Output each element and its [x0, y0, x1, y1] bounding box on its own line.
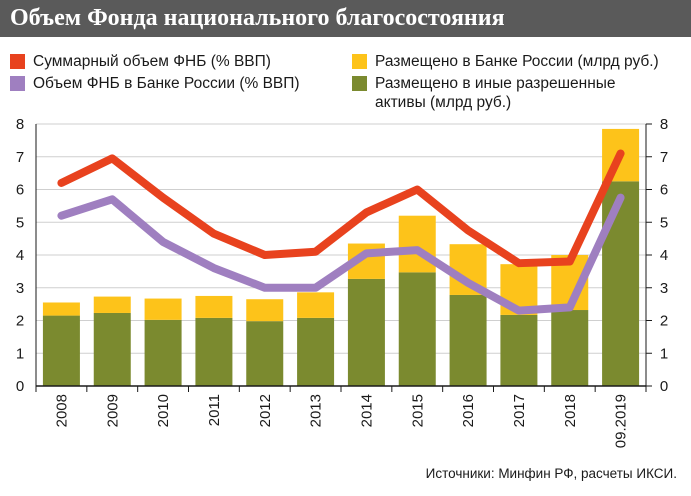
y-tick-label-left: 4: [16, 247, 24, 264]
x-tick-label: 2010: [155, 394, 172, 427]
y-tick-label-right: 7: [660, 149, 668, 166]
legend-label-placed-other-assets: Размещено в иные разрешенные активы (млр…: [375, 75, 616, 111]
x-tick-label: 2011: [206, 394, 223, 426]
y-tick-label-left: 8: [16, 116, 24, 133]
bar-bank-of-russia: [144, 298, 182, 320]
legend-item-total-fnb: Суммарный объем ФНБ (% ВВП): [10, 52, 271, 71]
bar-bank-of-russia: [398, 215, 436, 273]
x-tick-label: 2012: [257, 394, 274, 427]
bar-other-assets: [144, 319, 182, 386]
y-tick-label-right: 8: [660, 116, 668, 133]
y-tick-label-right: 5: [660, 214, 668, 231]
bar-other-assets: [42, 315, 80, 386]
bar-other-assets: [347, 278, 385, 386]
chart-gridlines: [36, 123, 646, 354]
bar-other-assets: [602, 181, 640, 386]
x-tick-label: 09.2019: [613, 394, 630, 448]
bar-other-assets: [93, 312, 131, 386]
bar-other-assets: [551, 310, 589, 386]
y-tick-label-left: 0: [16, 378, 24, 395]
y-tick-label-left: 2: [16, 313, 24, 330]
x-tick-label: 2017: [511, 394, 528, 427]
bar-bank-of-russia: [93, 296, 131, 313]
bar-other-assets: [195, 317, 233, 386]
x-tick-label: 2013: [308, 394, 325, 427]
legend-label-total-fnb: Суммарный объем ФНБ (% ВВП): [33, 53, 271, 70]
legend-swatch-total-fnb: [10, 54, 25, 69]
y-tick-label-left: 5: [16, 214, 24, 231]
chart-title: Объем Фонда национального благосостояния: [0, 0, 691, 37]
y-tick-label-left: 6: [16, 182, 24, 199]
y-tick-label-left: 7: [16, 149, 24, 166]
chart-bars: [42, 128, 640, 386]
chart-axes: 0 0 1 1 2 2 3 3 4 4 5 5 6 6 7 7 8 8 2008 2009 2010 2011 2012 20…: [16, 116, 668, 448]
legend-label-placed-in-bank: Размещено в Банке России (млрд руб.): [375, 53, 659, 70]
bar-bank-of-russia: [42, 302, 80, 316]
bar-other-assets: [500, 314, 538, 386]
x-tick-label: 2016: [460, 394, 477, 427]
y-tick-label-right: 3: [660, 280, 668, 297]
legend-item-placed-other-assets: Размещено в иные разрешенные активы (млр…: [352, 74, 652, 112]
legend-item-placed-in-bank: Размещено в Банке России (млрд руб.): [352, 52, 659, 71]
x-tick-label: 2018: [562, 394, 579, 427]
bar-bank-of-russia: [297, 292, 335, 318]
y-tick-label-left: 3: [16, 280, 24, 297]
y-tick-label-left: 1: [16, 345, 24, 362]
legend-swatch-placed-in-bank: [352, 54, 367, 69]
y-tick-label-right: 1: [660, 345, 668, 362]
legend-swatch-fnb-in-bank: [10, 76, 25, 91]
bar-bank-of-russia: [195, 295, 233, 318]
legend-item-fnb-in-bank: Объем ФНБ в Банке России (% ВВП): [10, 74, 300, 93]
y-tick-label-right: 0: [660, 378, 668, 395]
x-tick-label: 2008: [53, 394, 70, 427]
bar-bank-of-russia: [246, 299, 284, 322]
y-tick-label-right: 2: [660, 313, 668, 330]
x-tick-label: 2014: [358, 394, 375, 427]
x-tick-label: 2009: [104, 394, 121, 427]
bar-other-assets: [449, 294, 487, 386]
y-tick-label-right: 4: [660, 247, 668, 264]
source-note: Источники: Минфин РФ, расчеты ИКСИ.: [425, 466, 677, 481]
chart-lines: [57, 149, 625, 315]
bar-other-assets: [398, 272, 436, 386]
line-fnb-in-bank: [57, 193, 625, 315]
line-total-fnb: [57, 149, 625, 268]
x-tick-label: 2015: [409, 394, 426, 427]
bar-other-assets: [297, 317, 335, 386]
legend-swatch-placed-other-assets: [352, 76, 367, 91]
bar-other-assets: [246, 321, 284, 386]
legend-label-fnb-in-bank: Объем ФНБ в Банке России (% ВВП): [33, 75, 300, 92]
y-tick-label-right: 6: [660, 182, 668, 199]
